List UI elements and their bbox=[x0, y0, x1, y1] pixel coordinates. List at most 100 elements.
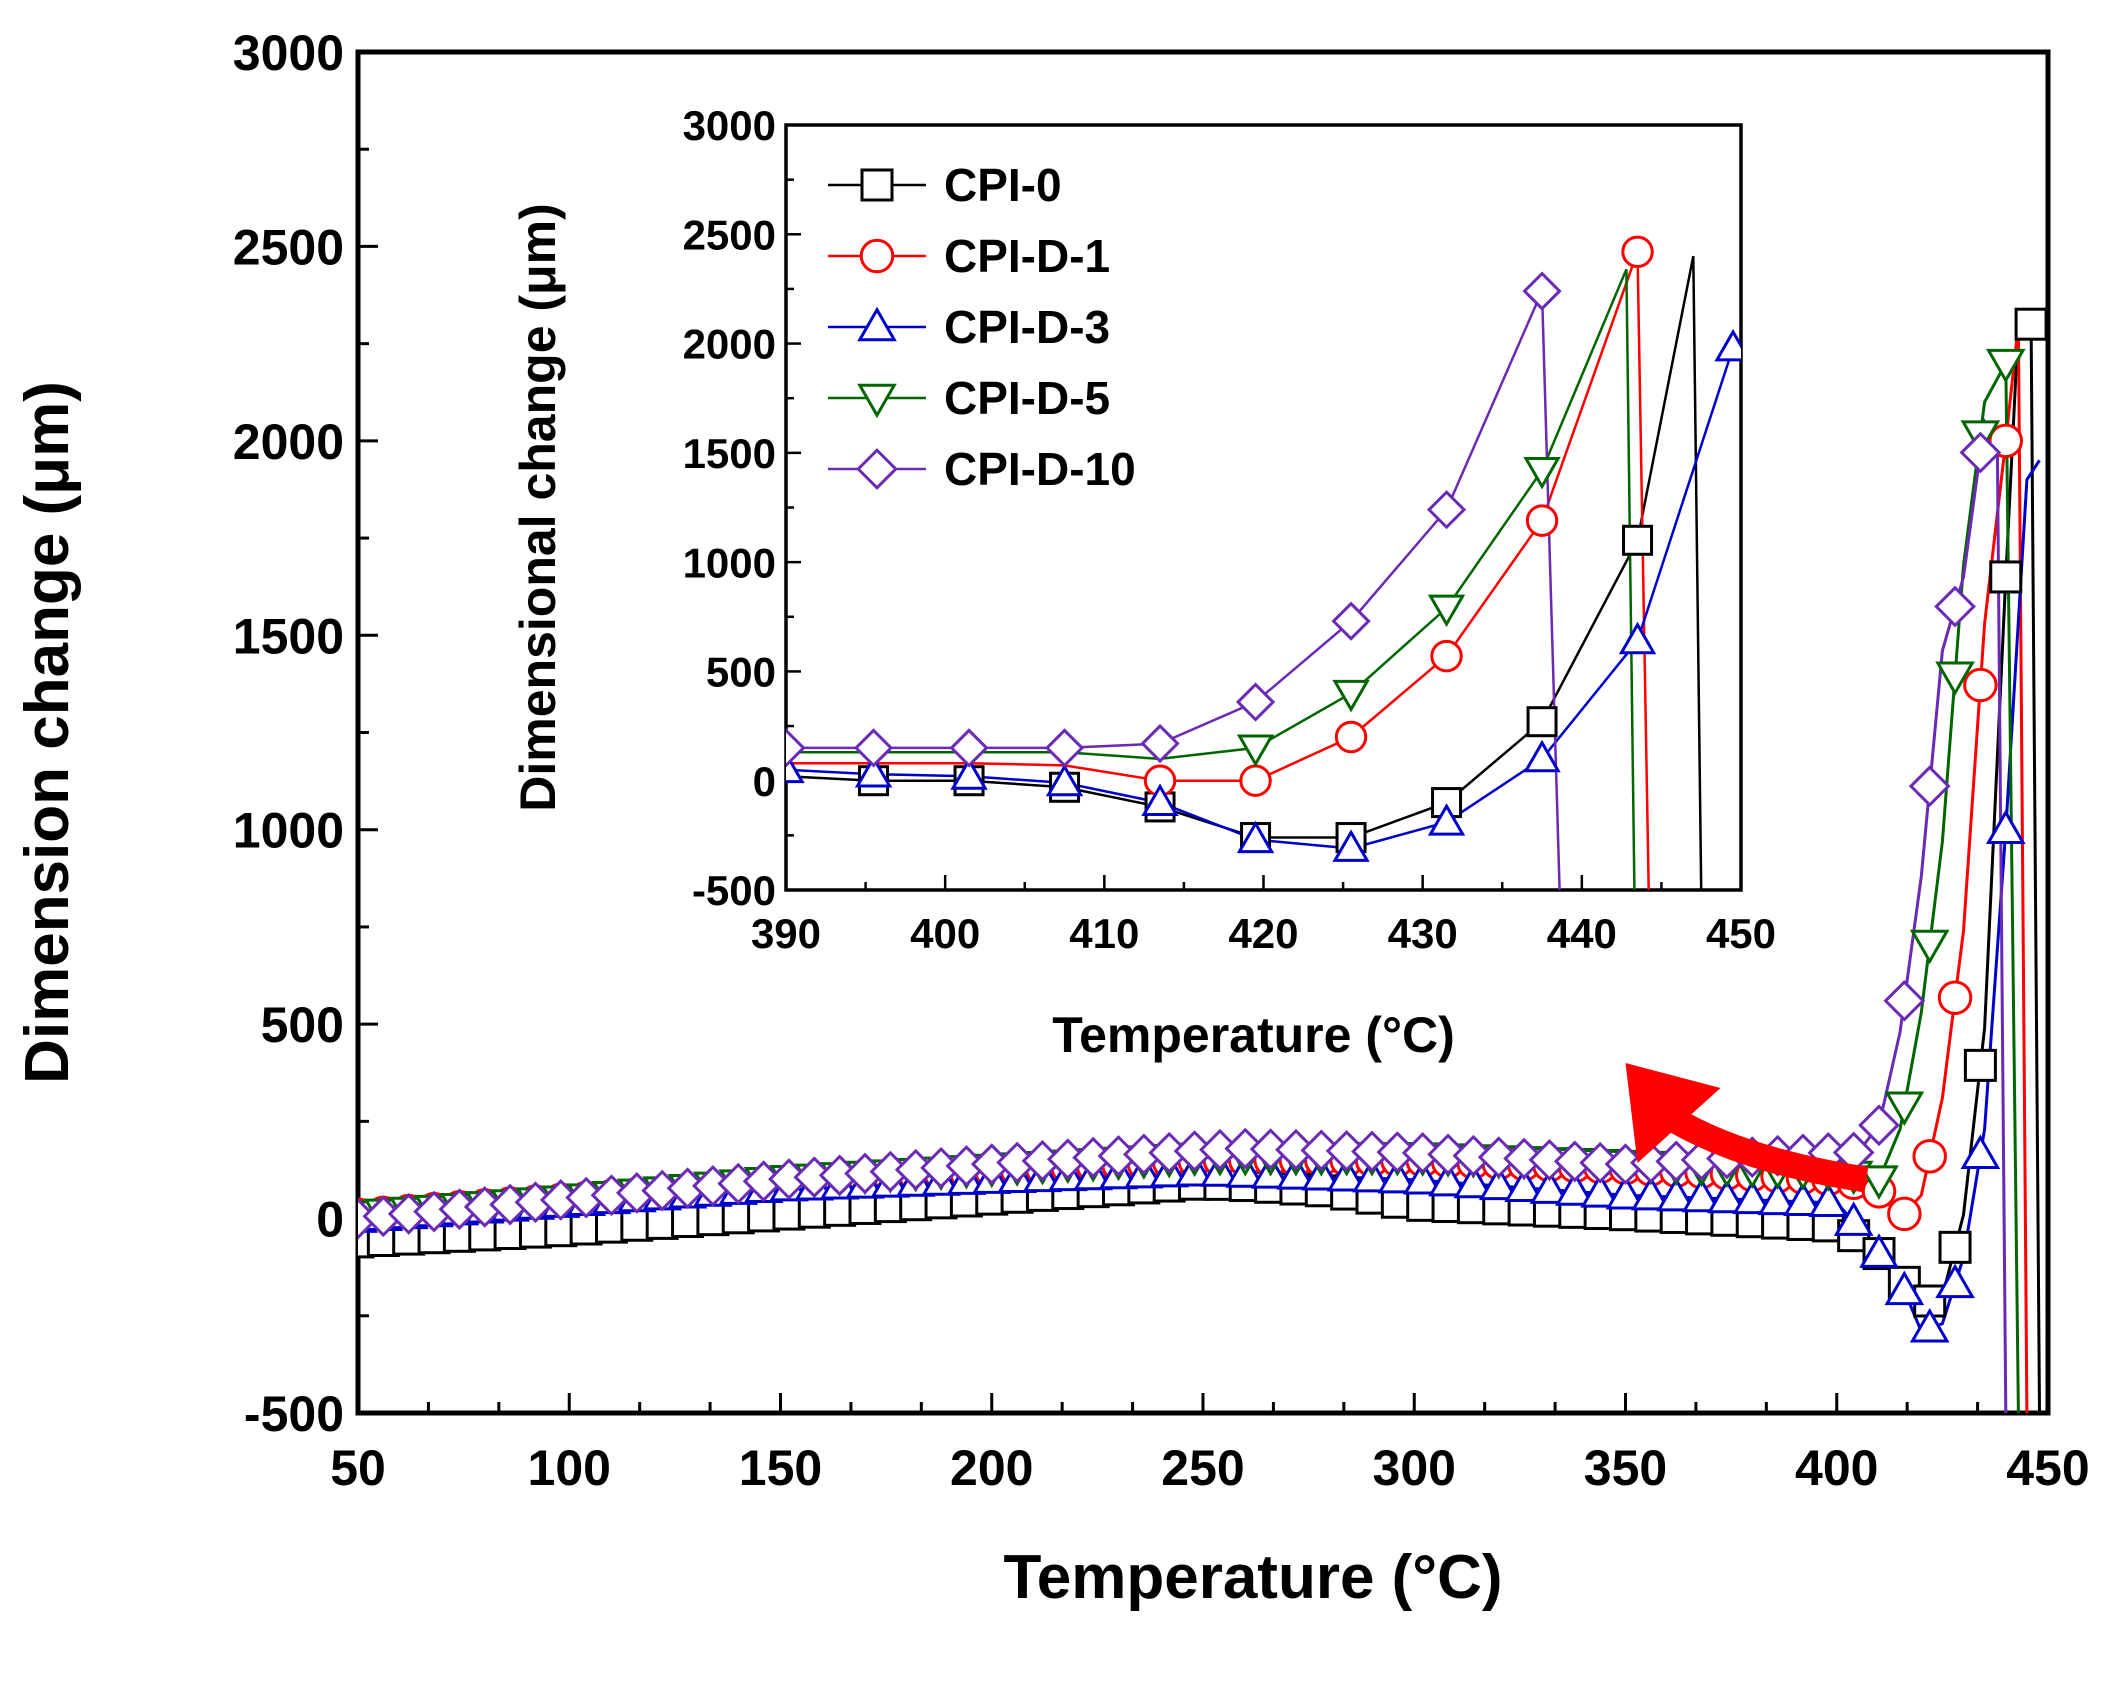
arrow-shaft bbox=[1656, 1102, 1869, 1193]
data-point bbox=[1808, 1182, 1849, 1217]
inset-data-point bbox=[1526, 706, 1558, 738]
inset-data-point bbox=[1522, 271, 1562, 311]
data-point bbox=[1631, 1175, 1671, 1211]
x-axis-title: Temperature (°C) bbox=[1003, 1543, 1502, 1612]
data-point bbox=[1656, 1176, 1697, 1212]
inset-series-line bbox=[786, 290, 1561, 890]
x-tick-label: 350 bbox=[1584, 1440, 1667, 1496]
inset-data-point bbox=[854, 755, 893, 788]
data-point bbox=[1707, 1178, 1747, 1214]
x-tick-label: 450 bbox=[1706, 910, 1776, 957]
x-tick-label: 250 bbox=[1161, 1440, 1244, 1496]
x-tick-label: 400 bbox=[1795, 1440, 1878, 1496]
inset-data-point bbox=[1621, 235, 1654, 268]
data-point bbox=[1938, 1230, 1972, 1264]
x-tick-label: 50 bbox=[330, 1440, 386, 1496]
inset-data-point bbox=[1525, 504, 1559, 537]
x-tick-label: 150 bbox=[739, 1440, 822, 1496]
inset-data-point bbox=[1618, 621, 1657, 655]
x-tick-label: 410 bbox=[1069, 910, 1139, 957]
data-point bbox=[1963, 1048, 1997, 1082]
inset-data-point bbox=[1235, 682, 1276, 722]
inset-data-point bbox=[1427, 594, 1466, 628]
inset-data-point bbox=[1622, 524, 1654, 556]
data-point bbox=[1884, 1270, 1925, 1306]
y-tick-label: 3000 bbox=[233, 25, 344, 81]
main-chart: 50 100 150 200 250 300 350 400 450 -500 0 500 1000 15… bbox=[13, 25, 2090, 1612]
x-tick-label: 440 bbox=[1547, 910, 1617, 957]
data-point bbox=[1377, 1158, 1418, 1194]
inset-data-point bbox=[1332, 829, 1370, 862]
y-tick-label: 500 bbox=[706, 649, 776, 696]
data-point bbox=[1833, 1201, 1874, 1236]
y-tick-label: 1500 bbox=[233, 608, 344, 664]
y-axis-title: Dimensional change (μm) bbox=[510, 203, 566, 811]
legend-label: CPI-D-3 bbox=[944, 301, 1110, 353]
x-tick-label: 420 bbox=[1228, 910, 1298, 957]
data-point bbox=[1757, 1180, 1798, 1216]
inset-data-point bbox=[1141, 783, 1179, 816]
data-point bbox=[1887, 1196, 1922, 1232]
data-point bbox=[1783, 1181, 1823, 1217]
inset-data-point bbox=[1044, 728, 1085, 768]
x-tick-label: 200 bbox=[950, 1440, 1033, 1496]
x-tick-label: 400 bbox=[910, 910, 980, 957]
data-point bbox=[1884, 1091, 1925, 1127]
legend-label: CPI-D-1 bbox=[944, 230, 1110, 282]
data-point bbox=[1605, 1174, 1646, 1210]
inset-data-point bbox=[853, 728, 894, 768]
data-point bbox=[1963, 667, 1998, 703]
x-tick-label: 450 bbox=[2006, 1440, 2089, 1496]
inset-data-point bbox=[1523, 739, 1561, 773]
y-tick-label: -500 bbox=[244, 1386, 344, 1442]
inset-series-line bbox=[786, 255, 1703, 890]
inset-data-point bbox=[1523, 456, 1561, 490]
data-point bbox=[1859, 1233, 1899, 1268]
arrow-head bbox=[1625, 1063, 1721, 1164]
inset-data-point bbox=[1714, 328, 1741, 362]
data-point bbox=[1937, 980, 1973, 1015]
main-plot-area bbox=[358, 307, 2048, 1413]
y-axis-title: Dimension change (μm) bbox=[13, 381, 82, 1084]
y-tick-label: 1500 bbox=[683, 430, 776, 477]
inset-data-point bbox=[950, 757, 988, 790]
inset-plot-area bbox=[786, 235, 1741, 890]
y-tick-label: 2000 bbox=[233, 414, 344, 470]
data-point bbox=[1529, 1169, 1570, 1204]
legend-label: CPI-0 bbox=[944, 159, 1062, 211]
y-tick-label: 1000 bbox=[233, 803, 344, 859]
x-tick-label: 430 bbox=[1388, 910, 1458, 957]
legend-label: CPI-D-5 bbox=[944, 372, 1110, 424]
data-point bbox=[1732, 1179, 1773, 1215]
y-tick-label: 2500 bbox=[233, 219, 344, 275]
inset-data-point bbox=[1239, 764, 1272, 797]
data-point bbox=[1428, 1161, 1468, 1197]
inset-chart: 390 400 410 420 430 440 450 -500 0 500 1000 1500 200… bbox=[510, 102, 1776, 1063]
x-axis-title: Temperature (°C) bbox=[1052, 1007, 1454, 1063]
data-point bbox=[1908, 765, 1951, 808]
inset-data-point bbox=[786, 750, 805, 784]
inset-data-point bbox=[1236, 734, 1275, 768]
data-point bbox=[1859, 1165, 1899, 1200]
data-point bbox=[1935, 1263, 1975, 1299]
inset-data-point bbox=[1426, 490, 1467, 530]
legend-marker bbox=[857, 306, 897, 342]
y-tick-label: 0 bbox=[316, 1192, 344, 1248]
inset-data-point bbox=[1331, 601, 1371, 641]
legend-marker bbox=[857, 383, 897, 419]
legend-marker bbox=[860, 168, 894, 202]
inset-data-point bbox=[1236, 820, 1275, 854]
y-tick-label: 0 bbox=[753, 758, 776, 805]
legend-marker bbox=[859, 238, 895, 274]
data-point bbox=[1985, 809, 2026, 844]
y-tick-label: 500 bbox=[261, 997, 344, 1053]
y-tick-label: 2500 bbox=[683, 211, 776, 258]
data-point bbox=[1959, 431, 2002, 474]
legend: CPI-0 CPI-D-1 CPI-D-3 CPI-D-5 CPI-D-10 bbox=[828, 159, 1136, 495]
data-point bbox=[1504, 1167, 1544, 1203]
inset-data-point bbox=[1045, 763, 1084, 797]
data-point bbox=[1681, 1177, 1722, 1213]
data-point bbox=[1935, 661, 1975, 696]
data-point bbox=[1883, 979, 1926, 1022]
